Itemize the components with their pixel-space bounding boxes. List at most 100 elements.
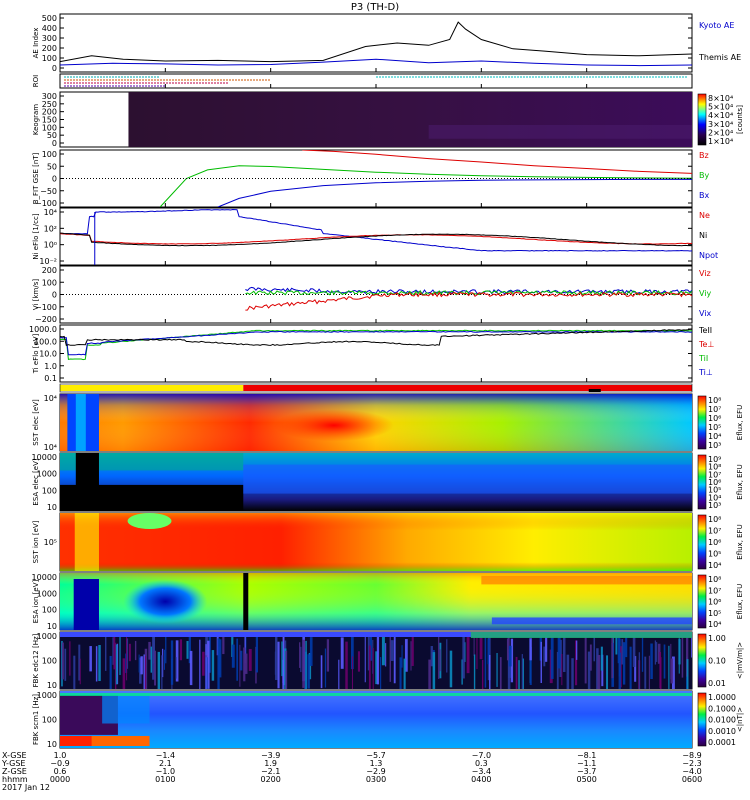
colorbar-tick-esa_e: 10⁹ <box>708 455 721 464</box>
fbk-e-stripe <box>686 659 689 689</box>
fbk-e-stripe <box>211 650 215 681</box>
fbk-e-stripe <box>372 648 374 689</box>
fbk-e-stripe <box>654 640 657 665</box>
colorbar-tick-esa_e: 10⁷ <box>708 470 721 479</box>
fbk-e-stripe <box>618 652 621 689</box>
fbk-e-stripe <box>557 635 561 669</box>
ytick-esa_i: 10 <box>47 622 57 631</box>
colorbar-esa_e <box>697 454 707 510</box>
fbk-e-stripe <box>248 648 252 671</box>
fbk-e-stripe <box>473 632 475 656</box>
fbk-e-stripe <box>496 652 498 687</box>
colorbar-tick-fbk_b: 0.1000 <box>708 704 736 713</box>
fbk-e-stripe <box>351 635 354 670</box>
ytick-keogram: 200 <box>42 108 57 117</box>
fbk-e-stripe <box>175 657 177 679</box>
colorbar-tick-sst_e: 10⁶ <box>708 414 721 423</box>
spectrogram-layer <box>59 76 693 748</box>
fbk-e-stripe <box>345 641 348 689</box>
fbk-e-stripe <box>615 633 618 655</box>
series-ae-themis-ae <box>60 21 692 63</box>
colorbar-tick-fbk_e: 0.10 <box>708 657 726 666</box>
fbk-e-stripe <box>162 648 164 678</box>
fbk-e-stripe <box>143 654 145 689</box>
fbk-e-stripe <box>439 649 441 672</box>
fbk-e-stripe <box>140 656 143 675</box>
fbk-e-stripe <box>488 654 491 689</box>
colorbar-label-sst_e: Eflux, EFU <box>736 405 744 440</box>
fbk-e-stripe <box>364 636 366 683</box>
fbk-e-stripe <box>632 633 636 667</box>
xaxis-value-2-3: 0200 <box>260 775 280 784</box>
fbk-e-stripe <box>576 640 578 660</box>
fbk-e-stripe <box>217 638 220 689</box>
fbk-e-stripe <box>529 647 532 685</box>
fbk-e-stripe <box>621 639 624 665</box>
ytick-bfit: −50 <box>40 187 57 196</box>
fbk-e-stripe <box>179 639 183 661</box>
xaxis-value-0-2: 0.6 <box>54 767 67 776</box>
colorbar-tick-sst_i: 10⁵ <box>708 550 721 559</box>
colorbar-label-esa_e: Eflux, EFU <box>736 464 744 499</box>
legend-ae-0: Kyoto AE <box>699 21 734 30</box>
ytick-keogram: 100 <box>42 123 57 132</box>
fbk-e-stripe <box>231 632 234 657</box>
fbk-e-stripe <box>606 655 609 689</box>
fbk-e-stripe <box>589 644 592 671</box>
fbk-e-stripe <box>385 643 387 667</box>
fbk-e-stripe <box>518 660 520 689</box>
xaxis-value-4-2: −3.4 <box>472 767 491 776</box>
fbk-e-stripe <box>161 655 163 689</box>
fbk-e-stripe <box>659 651 662 689</box>
fbk-e-stripe <box>89 646 92 672</box>
chart-title: P3 (TH-D) <box>351 2 399 13</box>
fbk-e-stripe <box>670 643 672 680</box>
colorbar-tick-sst_e: 10⁸ <box>708 396 721 405</box>
fbk-e-stripe <box>157 651 161 689</box>
ytick-keogram: 300 <box>42 92 57 101</box>
fbk-e-stripe <box>324 648 327 688</box>
fbk-b-mid <box>102 695 150 724</box>
esa-elec-gap <box>75 453 99 511</box>
esa-ion-hot <box>481 575 692 585</box>
fbk-e-stripe <box>305 640 307 689</box>
colorbar-label-fbk_b: <|nT|> <box>736 707 744 732</box>
ytick-fbk_e: 1000 <box>37 632 57 641</box>
fbk-e-stripe <box>139 657 142 684</box>
xaxis-value-2-1: 1.9 <box>264 759 277 768</box>
ytick-esa_e: 1000 <box>37 470 57 479</box>
fbk-e-stripe <box>510 638 514 683</box>
fbk-e-stripe <box>668 645 670 689</box>
legend-ni-1: Ni <box>699 231 707 240</box>
series-bfit-bz <box>302 150 692 174</box>
fbk-e-stripe <box>376 636 380 685</box>
colorbar-tick-sst_i: 10⁴ <box>708 561 721 570</box>
ytick-ae: 300 <box>42 34 57 43</box>
fbk-e-stripe <box>499 657 502 689</box>
ytick-fbk_b: 10 <box>47 740 57 749</box>
ylabel-esa_i: ESA ion [eV] <box>32 580 40 624</box>
xaxis-row-label-3: hhmm <box>2 775 28 784</box>
xaxis-row-label-1: Y-GSE <box>1 759 25 768</box>
fbk-e-stripe <box>170 640 174 685</box>
ytick-ae: 400 <box>42 24 57 33</box>
fbk-e-stripe <box>393 635 396 684</box>
xaxis-value-5-1: −1.1 <box>577 759 596 768</box>
fbk-e-stripe <box>410 641 412 671</box>
fbk-e-stripe <box>550 634 554 679</box>
fbk-e-stripe <box>596 648 599 689</box>
fbk-e-stripe <box>611 632 614 679</box>
colorbar-tick-esa_e: 10⁶ <box>708 478 721 487</box>
fbk-e-stripe <box>368 645 371 689</box>
ytick-vi: 100 <box>42 278 57 287</box>
series-layer <box>60 21 692 361</box>
sst-elec-hot <box>273 409 394 442</box>
fbk-e-stripe <box>617 633 621 664</box>
fbk-e-stripe <box>657 643 661 664</box>
ytick-ae: 500 <box>42 14 57 23</box>
fbk-e-stripe <box>202 651 205 676</box>
fbk-e-stripe <box>282 659 285 689</box>
colorbar-tick-fbk_b: 0.0010 <box>708 727 736 736</box>
fbk-e-stripe <box>281 641 283 677</box>
series-ti-tii <box>60 329 692 361</box>
